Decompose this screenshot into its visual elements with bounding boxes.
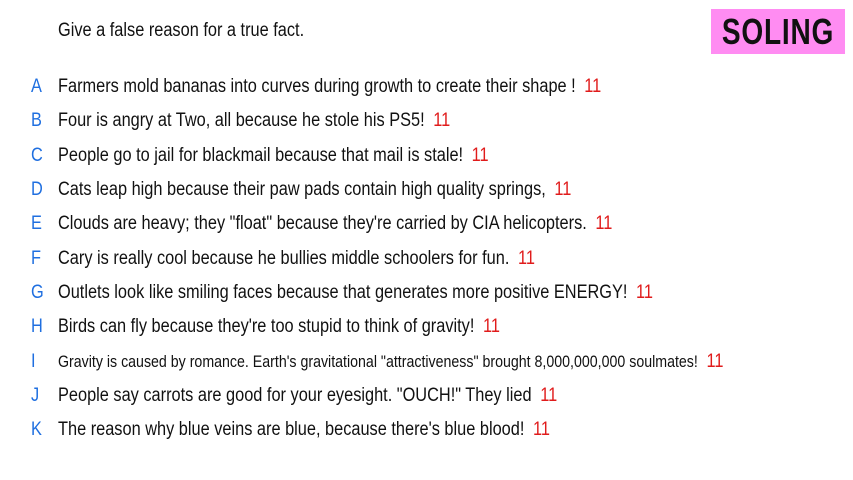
answer-letter: G <box>31 281 44 303</box>
answer-body: Outlets look like smiling faces because … <box>58 282 653 304</box>
answer-score: 11 <box>482 316 500 338</box>
answer-letter: A <box>31 76 42 98</box>
answer-text: Birds can fly because they're too stupid… <box>58 316 475 338</box>
answer-text: Farmers mold bananas into curves during … <box>58 76 576 98</box>
answer-row-f[interactable]: F Cary is really cool because he bullies… <box>0 241 853 275</box>
answer-letter: J <box>31 384 40 406</box>
answer-row-h[interactable]: H Birds can fly because they're too stup… <box>0 310 853 344</box>
answer-text: Four is angry at Two, all because he sto… <box>58 110 425 132</box>
answer-row-k[interactable]: K The reason why blue veins are blue, be… <box>0 413 853 447</box>
answer-letter: D <box>31 179 43 201</box>
answer-letter: B <box>31 110 42 132</box>
answer-text: The reason why blue veins are blue, beca… <box>58 419 525 441</box>
answer-score: 11 <box>433 110 451 132</box>
answer-score: 11 <box>540 384 558 406</box>
answer-row-i[interactable]: I Gravity is caused by romance. Earth's … <box>0 344 853 378</box>
answer-row-j[interactable]: J People say carrots are good for your e… <box>0 379 853 413</box>
answer-body: Cary is really cool because he bullies m… <box>58 248 535 270</box>
answer-text: People go to jail for blackmail because … <box>58 144 464 166</box>
answer-score: 11 <box>554 179 572 201</box>
answer-body: People go to jail for blackmail because … <box>58 145 489 167</box>
answer-letter: K <box>31 419 42 441</box>
answer-text: People say carrots are good for your eye… <box>58 384 532 406</box>
answer-row-g[interactable]: G Outlets look like smiling faces becaus… <box>0 276 853 310</box>
answer-row-e[interactable]: E Clouds are heavy; they "float" because… <box>0 207 853 241</box>
answer-letter: I <box>31 350 36 372</box>
answer-body: Four is angry at Two, all because he sto… <box>58 110 450 132</box>
answer-score: 11 <box>517 247 535 269</box>
answer-body: The reason why blue veins are blue, beca… <box>58 419 550 441</box>
answer-body: Gravity is caused by romance. Earth's gr… <box>58 351 723 373</box>
answer-score: 11 <box>595 213 613 235</box>
answer-score: 11 <box>636 281 654 303</box>
answer-body: Birds can fly because they're too stupid… <box>58 316 500 338</box>
answer-letter: F <box>31 247 41 269</box>
answer-row-b[interactable]: B Four is angry at Two, all because he s… <box>0 104 853 138</box>
answer-text: Cary is really cool because he bullies m… <box>58 247 510 269</box>
answer-letter: E <box>31 213 42 235</box>
answer-body: Clouds are heavy; they "float" because t… <box>58 213 612 235</box>
answer-text: Clouds are heavy; they "float" because t… <box>58 213 587 235</box>
answer-body: Farmers mold bananas into curves during … <box>58 76 601 98</box>
answer-row-c[interactable]: C People go to jail for blackmail becaus… <box>0 139 853 173</box>
answer-score: 11 <box>584 76 602 98</box>
answer-score: 11 <box>532 419 550 441</box>
answer-list: A Farmers mold bananas into curves durin… <box>0 70 853 447</box>
answer-text: Gravity is caused by romance. Earth's gr… <box>58 352 698 371</box>
answer-row-a[interactable]: A Farmers mold bananas into curves durin… <box>0 70 853 104</box>
player-name-badge: SOLING <box>711 9 845 54</box>
answer-body: Cats leap high because their paw pads co… <box>58 179 571 201</box>
answer-score: 11 <box>471 144 489 166</box>
answer-row-d[interactable]: D Cats leap high because their paw pads … <box>0 173 853 207</box>
prompt-title: Give a false reason for a true fact. <box>58 20 305 41</box>
answer-letter: C <box>31 144 43 166</box>
answer-text: Cats leap high because their paw pads co… <box>58 179 546 201</box>
answer-letter: H <box>31 316 43 338</box>
answer-score: 11 <box>706 350 724 372</box>
answer-body: People say carrots are good for your eye… <box>58 385 557 407</box>
answer-text: Outlets look like smiling faces because … <box>58 281 628 303</box>
player-name: SOLING <box>721 10 835 52</box>
